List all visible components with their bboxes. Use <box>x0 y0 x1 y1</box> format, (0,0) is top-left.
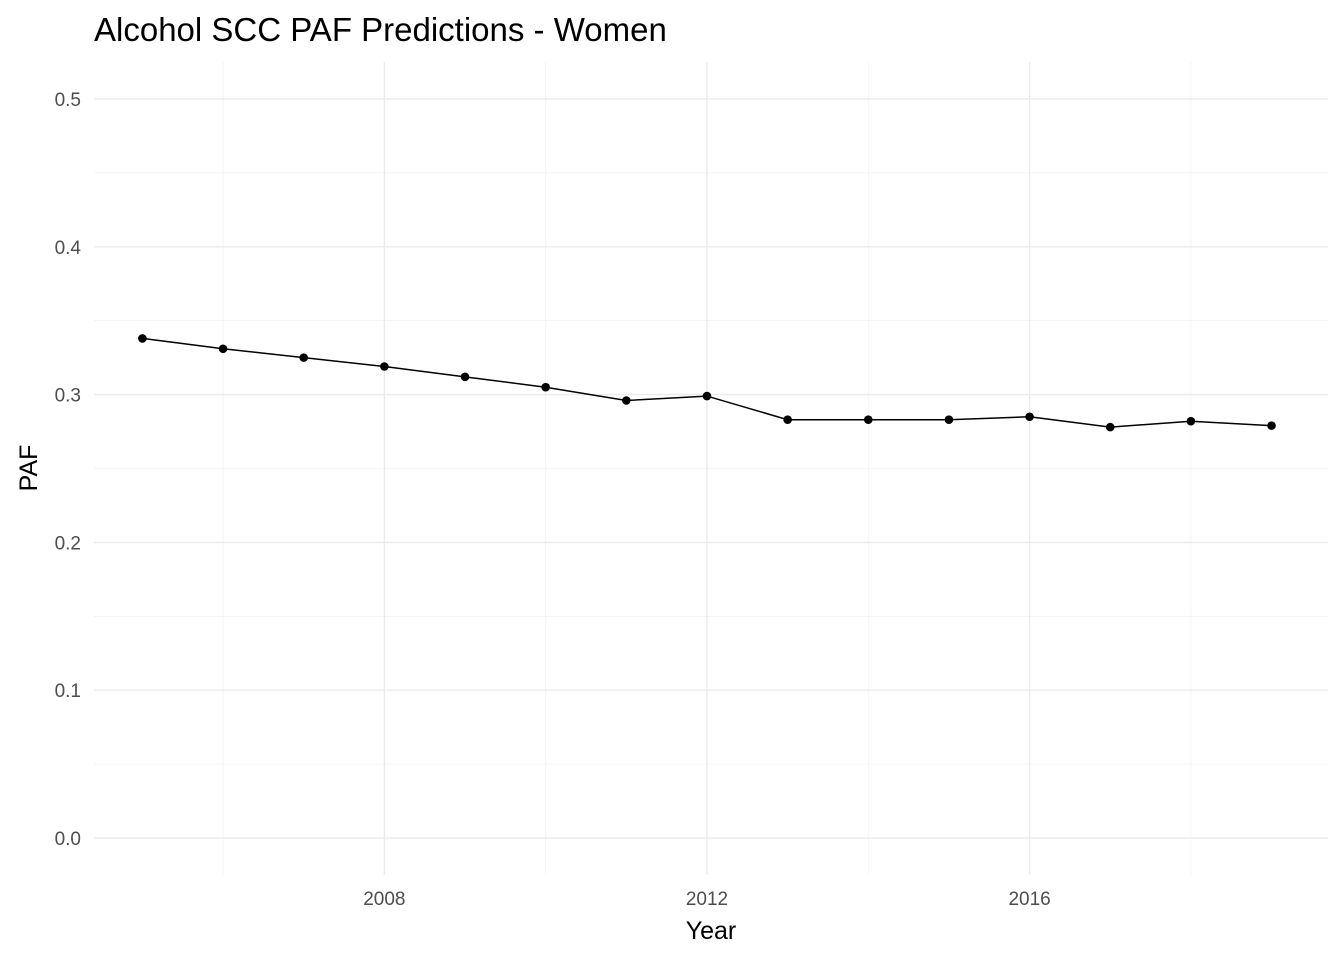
x-tick-label: 2016 <box>1008 889 1050 910</box>
x-tick-label: 2012 <box>686 889 728 910</box>
data-point <box>783 415 792 425</box>
data-point <box>1105 422 1115 432</box>
data-point <box>702 391 712 401</box>
data-point <box>138 334 147 343</box>
data-point <box>944 415 954 425</box>
data-point <box>1267 421 1276 430</box>
data-point <box>299 353 308 362</box>
data-point <box>622 396 631 405</box>
minor-gridlines <box>94 62 1328 875</box>
chart-title: Alcohol SCC PAF Predictions - Women <box>94 11 667 48</box>
x-tick-label: 2008 <box>363 889 405 910</box>
y-tick-label: 0.0 <box>55 829 81 850</box>
data-point <box>863 415 873 425</box>
y-tick-label: 0.2 <box>55 533 81 554</box>
y-tick-label: 0.5 <box>55 90 81 111</box>
data-point <box>218 344 228 354</box>
data-points <box>138 334 1276 432</box>
data-point <box>541 382 550 392</box>
data-point <box>1025 412 1034 422</box>
y-tick-label: 0.1 <box>55 681 81 702</box>
data-point <box>1186 416 1196 426</box>
y-axis-tick-labels: 0.0 0.1 0.2 0.3 0.4 0.5 <box>55 90 82 850</box>
data-point <box>460 372 470 382</box>
y-tick-label: 0.3 <box>55 386 81 407</box>
x-axis-title: Year <box>686 917 737 945</box>
data-point <box>380 362 389 371</box>
x-axis-tick-labels: 2008 2012 2016 <box>363 889 1051 910</box>
y-tick-label: 0.4 <box>55 238 82 259</box>
y-axis-title: PAF <box>15 445 43 492</box>
